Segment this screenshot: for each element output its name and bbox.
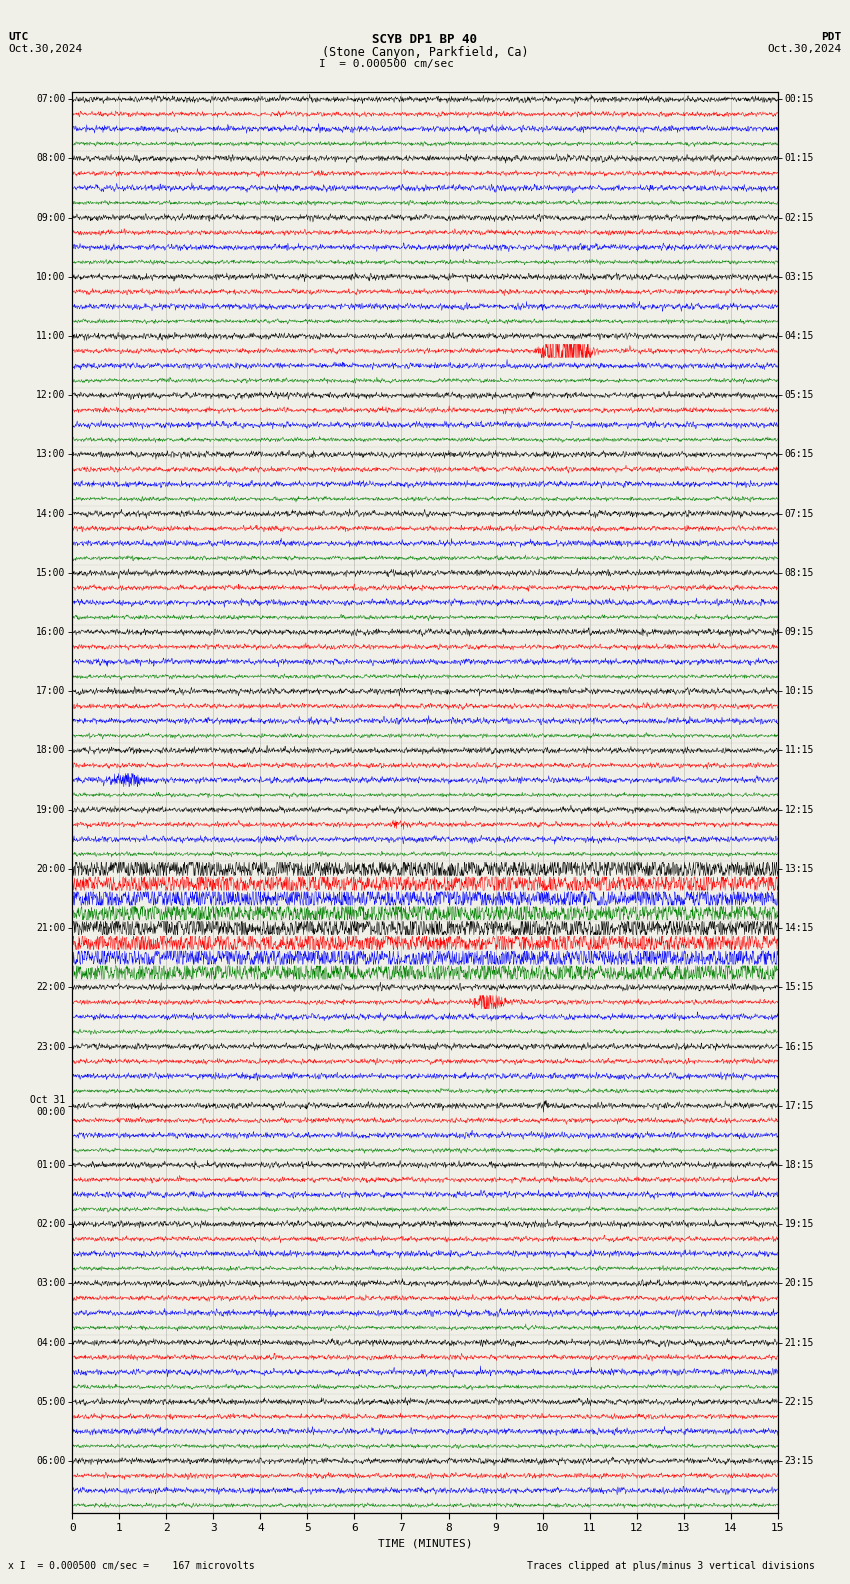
- Text: SCYB DP1 BP 40: SCYB DP1 BP 40: [372, 33, 478, 46]
- Text: Oct.30,2024: Oct.30,2024: [8, 44, 82, 54]
- X-axis label: TIME (MINUTES): TIME (MINUTES): [377, 1538, 473, 1549]
- Text: I  = 0.000500 cm/sec: I = 0.000500 cm/sec: [320, 59, 454, 68]
- Text: Traces clipped at plus/minus 3 vertical divisions: Traces clipped at plus/minus 3 vertical …: [527, 1562, 815, 1571]
- Text: UTC: UTC: [8, 32, 29, 41]
- Text: (Stone Canyon, Parkfield, Ca): (Stone Canyon, Parkfield, Ca): [321, 46, 529, 59]
- Text: Oct.30,2024: Oct.30,2024: [768, 44, 842, 54]
- Text: x I  = 0.000500 cm/sec =    167 microvolts: x I = 0.000500 cm/sec = 167 microvolts: [8, 1562, 255, 1571]
- Text: PDT: PDT: [821, 32, 842, 41]
